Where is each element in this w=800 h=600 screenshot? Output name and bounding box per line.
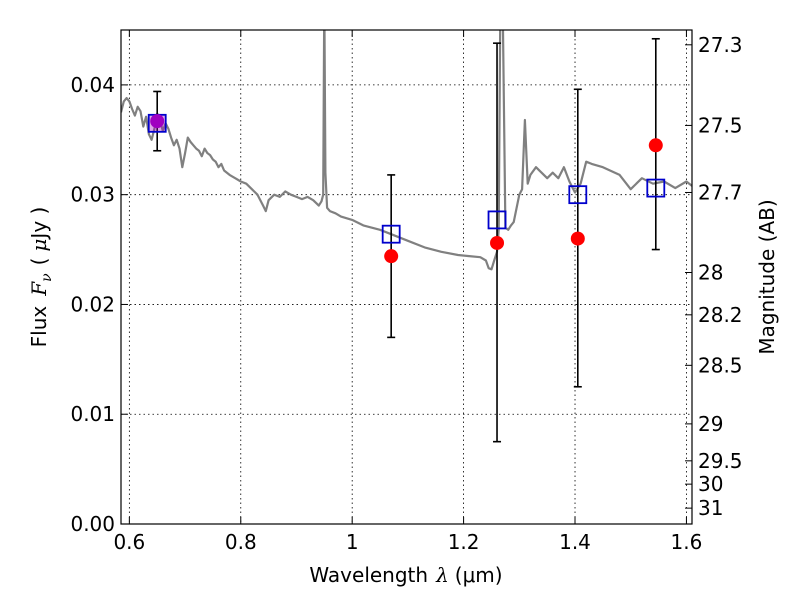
grid <box>121 30 692 524</box>
plot-area <box>121 30 692 271</box>
y-axis-unit-mu: μ <box>27 239 51 252</box>
y2-tick-label: 27.3 <box>698 33 743 57</box>
y2-tick-label: 27.7 <box>698 180 743 204</box>
y-axis-symbol: F <box>27 281 51 297</box>
y-axis-subscript: ν <box>39 273 55 282</box>
model-spectrum-line <box>121 30 692 271</box>
x-tick-label: 0.8 <box>225 530 257 554</box>
synthetic-point <box>568 185 588 205</box>
y-axis-label-text: Flux <box>27 306 51 348</box>
y-tick-label: 0.00 <box>70 512 115 536</box>
series-layer <box>121 30 692 271</box>
x-tick-label: 1.2 <box>448 530 480 554</box>
x-axis-unit: (μm) <box>455 563 503 587</box>
observed-point <box>384 249 399 264</box>
x-axis-symbol: λ <box>435 563 449 587</box>
y-axis-label: Flux Fν ( μJy ) <box>27 207 55 348</box>
observed-point <box>490 235 505 250</box>
y2-tick-label: 28.2 <box>698 303 743 327</box>
y2-tick-label: 29 <box>698 412 723 436</box>
x-axis-label: Wavelength λ (μm) <box>309 563 502 587</box>
y2-axis-label: Magnitude (AB) <box>755 199 779 354</box>
observed-point <box>570 231 585 246</box>
x-tick-label: 1.6 <box>671 530 703 554</box>
x-tick-label: 1.4 <box>559 530 591 554</box>
y2-tick-label: 28 <box>698 261 723 285</box>
y-tick-label: 0.04 <box>70 73 115 97</box>
y-axis-unit-rest: Jy ) <box>27 207 51 241</box>
y2-tick-label: 27.5 <box>698 113 743 137</box>
plot-frame <box>120 29 693 525</box>
x-tick-label: 0.6 <box>113 530 145 554</box>
synthetic-point <box>487 210 507 230</box>
markers-layer <box>147 37 666 443</box>
y-axis-unit-open: ( <box>27 258 51 266</box>
y2-tick-label: 28.5 <box>698 353 743 377</box>
x-axis-label-text: Wavelength <box>309 563 428 587</box>
y2-tick-label: 31 <box>698 496 723 520</box>
y-tick-label: 0.02 <box>70 292 115 316</box>
observed-point <box>648 138 663 153</box>
synthetic-point <box>381 224 401 244</box>
y-tick-label: 0.03 <box>70 183 115 207</box>
y-tick-label: 0.01 <box>70 402 115 426</box>
synthetic-point <box>646 178 666 198</box>
observed-point <box>150 114 165 129</box>
y2-tick-label: 30 <box>698 472 723 496</box>
x-tick-label: 1 <box>346 530 359 554</box>
y2-tick-label: 29.5 <box>698 449 743 473</box>
ticks-layer: 0.6 0.8 1 1.2 1.4 1.6 0.00 0.01 0.02 0.03 0.04 27.3… <box>70 30 743 554</box>
